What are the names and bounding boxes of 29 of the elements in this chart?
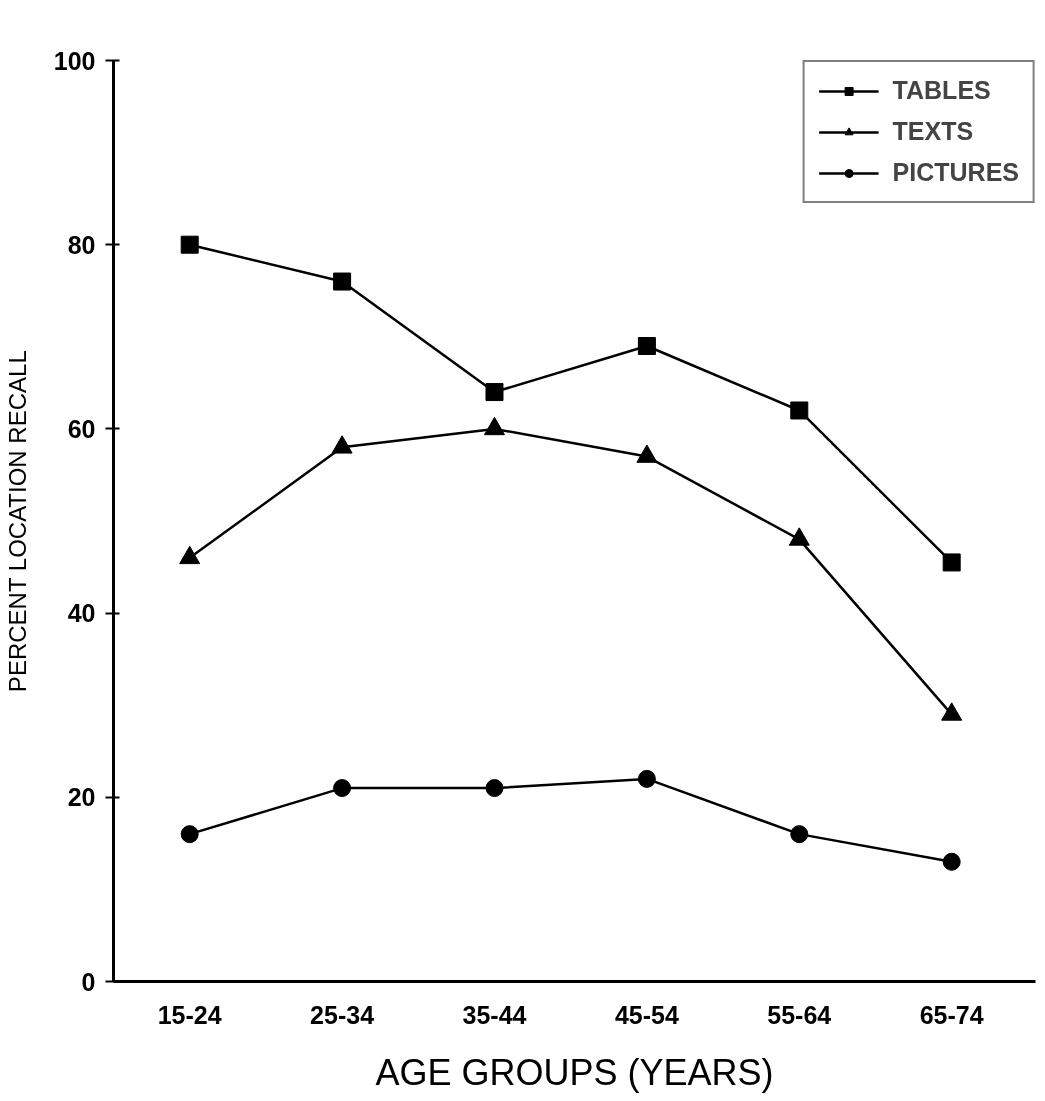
x-tick-label: 35-44 [462, 1000, 527, 1029]
x-tick-label: 15-24 [157, 1000, 222, 1029]
y-tick-label: 100 [53, 46, 96, 75]
y-axis-title: PERCENT LOCATION RECALL [3, 350, 31, 693]
x-tick-label: 55-64 [767, 1000, 832, 1029]
legend-label: TEXTS [892, 117, 974, 146]
x-axis-title: AGE GROUPS (YEARS) [375, 1051, 774, 1093]
point [790, 401, 809, 420]
point [485, 383, 504, 402]
point [637, 769, 656, 788]
point [333, 272, 352, 291]
point [942, 852, 961, 871]
point [942, 553, 961, 572]
legend-label: TABLES [892, 76, 991, 105]
point [180, 825, 199, 844]
point [180, 235, 199, 254]
x-tick-label: 25-34 [310, 1000, 375, 1029]
y-tick-label: 80 [67, 230, 96, 259]
y-tick-label: 0 [81, 967, 96, 996]
y-tick-label: 60 [67, 414, 96, 443]
x-tick-label: 45-54 [614, 1000, 679, 1029]
y-tick-label: 20 [67, 783, 96, 812]
point [333, 779, 352, 798]
legend-label: PICTURES [892, 158, 1019, 187]
y-tick-label: 40 [67, 599, 96, 628]
point [637, 337, 656, 356]
point [485, 779, 504, 798]
point [790, 825, 809, 844]
x-tick-label: 65-74 [919, 1000, 984, 1029]
